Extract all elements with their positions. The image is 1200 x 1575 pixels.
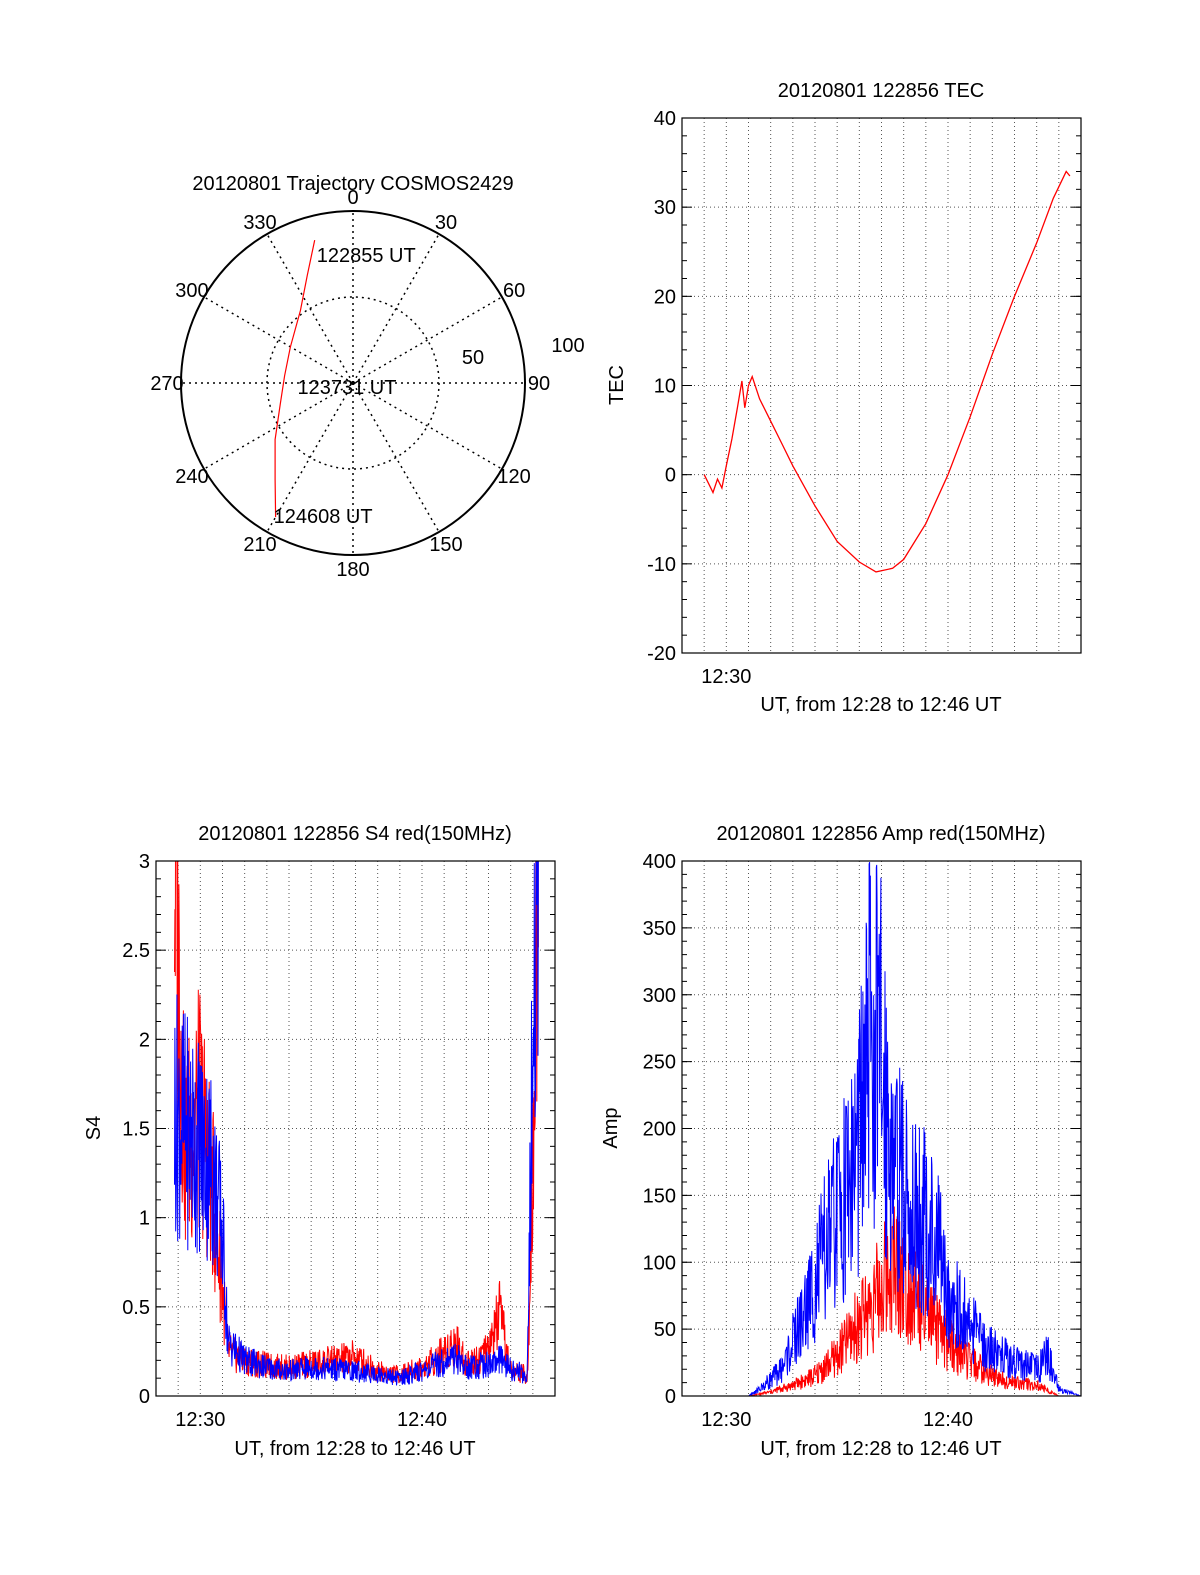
y-tick-label: 0 — [139, 1386, 150, 1408]
polar-azimuth-label: 240 — [175, 466, 208, 488]
x-tick-label: 12:30 — [175, 1409, 225, 1431]
amp-plot: 0 50 100 150 200 250 300 350 400 12:30 12:40 — [643, 851, 1082, 1431]
tec-title: 20120801 122856 TEC — [778, 80, 984, 102]
amp-ylabel: Amp — [600, 1107, 622, 1148]
polar-spoke — [352, 382, 503, 470]
polar-spoke — [352, 296, 503, 384]
x-tick-label: 12:40 — [397, 1409, 447, 1431]
polar-spoke — [352, 382, 440, 533]
series-line-red — [174, 861, 539, 1384]
polar-spoke — [203, 382, 354, 470]
polar-spoke — [352, 233, 440, 384]
x-tick-label: 12:30 — [701, 1409, 751, 1431]
y-tick-label: 400 — [643, 851, 676, 873]
y-tick-label: 2.5 — [122, 940, 150, 962]
y-tick-label: 1.5 — [122, 1119, 150, 1141]
polar-spoke — [266, 382, 354, 533]
y-tick-label: 3 — [139, 851, 150, 873]
s4-plot: 0 0.5 1 1.5 2 2.5 3 12:30 12:40 — [122, 851, 556, 1431]
trajectory-line — [274, 239, 316, 518]
s4-panel: 20120801 122856 S4 red(150MHz) S4 UT, fr… — [83, 823, 556, 1460]
x-tick-label: 12:30 — [701, 666, 751, 688]
series-line-red — [704, 1206, 1081, 1396]
amp-panel: 20120801 122856 Amp red(150MHz) Amp UT, … — [600, 823, 1082, 1460]
polar-series — [274, 239, 316, 518]
plot-frame — [155, 860, 556, 1397]
polar-azimuth-label: 150 — [429, 534, 462, 556]
y-tick-label: 10 — [654, 376, 676, 398]
trajectory-title: 20120801 Trajectory COSMOS2429 — [192, 173, 513, 195]
plot-frame — [681, 117, 1082, 654]
y-tick-label: 2 — [139, 1029, 150, 1051]
polar-grid — [180, 210, 526, 556]
x-tick-label: 12:40 — [923, 1409, 973, 1431]
s4-xlabel: UT, from 12:28 to 12:46 UT — [234, 1438, 475, 1460]
y-tick-label: -10 — [647, 554, 676, 576]
polar-outer-ring — [180, 210, 526, 556]
polar-azimuth-label: 180 — [336, 559, 369, 581]
series-line-blue — [704, 861, 1081, 1396]
tec-panel: 20120801 122856 TEC TEC UT, from 12:28 t… — [606, 80, 1082, 716]
trajectory-panel: 20120801 Trajectory COSMOS2429 0 30 60 90 12… — [150, 173, 584, 581]
polar-azimuth-label: 60 — [503, 280, 525, 302]
y-tick-label: 30 — [654, 197, 676, 219]
polar-azimuth-label: 210 — [243, 534, 276, 556]
trajectory-time-label: 122855 UT — [317, 245, 416, 267]
trajectory-time-label: 123731 UT — [298, 377, 397, 399]
polar-azimuth-label: 300 — [175, 280, 208, 302]
y-tick-label: 350 — [643, 918, 676, 940]
s4-title: 20120801 122856 S4 red(150MHz) — [198, 823, 512, 845]
y-tick-label: -20 — [647, 643, 676, 665]
y-tick-label: 1 — [139, 1208, 150, 1230]
y-tick-label: 0 — [665, 465, 676, 487]
series-line-blue — [174, 861, 539, 1386]
polar-radial-label: 100 — [551, 335, 584, 357]
y-tick-label: 200 — [643, 1119, 676, 1141]
tec-ylabel: TEC — [606, 365, 628, 405]
y-tick-label: 150 — [643, 1185, 676, 1207]
polar-azimuth-label: 30 — [435, 212, 457, 234]
polar-radial-label: 50 — [462, 347, 484, 369]
amp-title: 20120801 122856 Amp red(150MHz) — [716, 823, 1045, 845]
s4-ylabel: S4 — [83, 1116, 105, 1140]
polar-azimuth-label: 120 — [497, 466, 530, 488]
polar-spoke — [266, 233, 354, 384]
y-tick-label: 250 — [643, 1052, 676, 1074]
trajectory-time-label: 124608 UT — [274, 506, 373, 528]
polar-azimuth-label: 90 — [528, 373, 550, 395]
series-group — [174, 861, 539, 1386]
tec-xlabel: UT, from 12:28 to 12:46 UT — [760, 694, 1001, 716]
plot-frame — [681, 860, 1082, 1397]
series-group — [704, 861, 1081, 1396]
polar-labels: 0 30 60 90 120 150 180 210 240 270 300 330 50 100 1228… — [150, 187, 584, 581]
polar-azimuth-label: 0 — [347, 187, 358, 209]
y-tick-label: 40 — [654, 108, 676, 130]
y-tick-label: 100 — [643, 1252, 676, 1274]
y-tick-label: 50 — [654, 1319, 676, 1341]
y-tick-label: 0 — [665, 1386, 676, 1408]
tec-plot: -20 -10 0 10 20 30 40 12:30 — [647, 108, 1082, 688]
polar-azimuth-label: 270 — [150, 373, 183, 395]
amp-xlabel: UT, from 12:28 to 12:46 UT — [760, 1438, 1001, 1460]
y-tick-label: 300 — [643, 985, 676, 1007]
polar-azimuth-label: 330 — [243, 212, 276, 234]
y-tick-label: 20 — [654, 286, 676, 308]
y-tick-label: 0.5 — [122, 1297, 150, 1319]
series-group — [703, 170, 1071, 573]
polar-spoke — [203, 296, 354, 384]
series-line-red — [703, 170, 1071, 573]
